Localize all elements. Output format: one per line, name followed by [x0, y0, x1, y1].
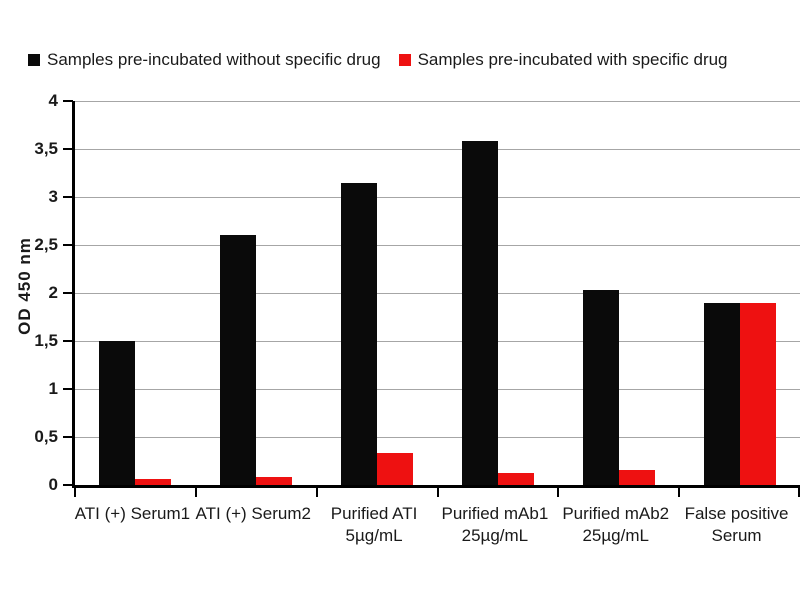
- bar-with-drug: [497, 472, 534, 485]
- legend-item-with-drug: Samples pre-incubated with specific drug: [398, 50, 728, 70]
- x-tick-mark: [798, 488, 800, 497]
- x-category-label-line: False positive: [684, 504, 789, 523]
- gridline: [75, 245, 800, 246]
- y-tick-mark: [63, 388, 73, 390]
- x-category-label-line: Purified mAb2: [562, 504, 670, 523]
- x-category-label-line: ATI (+) Serum2: [195, 504, 311, 523]
- plot-area: [63, 100, 800, 497]
- bar-without-drug: [582, 290, 619, 485]
- y-tick-label: 0: [48, 475, 58, 494]
- x-tick-mark: [436, 488, 439, 497]
- gridline: [75, 101, 800, 102]
- x-category-label-line: 25µg/mL: [582, 526, 649, 545]
- x-category-label: False positive Serum: [676, 503, 797, 547]
- y-tick-label: 1: [48, 379, 58, 398]
- y-tick-mark: [63, 484, 73, 486]
- x-tick-mark: [557, 488, 560, 497]
- x-tick-mark: [74, 488, 76, 497]
- x-category-label-line: 25µg/mL: [461, 526, 529, 545]
- bar-without-drug: [99, 341, 136, 485]
- y-tick-mark: [63, 436, 73, 438]
- legend-item-without-drug: Samples pre-incubated without specific d…: [28, 50, 381, 70]
- y-tick-mark: [63, 244, 73, 246]
- y-tick-label: 2: [48, 283, 58, 302]
- x-category-label: Purified mAb2 25µg/mL: [555, 503, 676, 547]
- gridline: [75, 389, 800, 390]
- bar-without-drug: [461, 141, 498, 485]
- bar-without-drug: [341, 182, 378, 485]
- y-tick-label: 4: [48, 91, 58, 110]
- x-tick-mark: [678, 488, 681, 497]
- y-tick-mark: [63, 292, 73, 294]
- x-category-label-line: Purified mAb1: [441, 504, 549, 523]
- y-tick-label: 1,5: [34, 331, 58, 350]
- x-category-label: ATI (+) Serum1: [72, 503, 193, 547]
- y-tick-label: 3: [48, 187, 58, 206]
- gridline: [75, 293, 800, 294]
- x-category-label-line: ATI (+) Serum1: [74, 504, 191, 523]
- y-tick-label: 0,5: [34, 427, 58, 446]
- bar-with-drug: [135, 479, 172, 485]
- y-tick-mark: [63, 340, 73, 342]
- black-series-swatch-icon: [28, 54, 40, 66]
- x-category-label: ATI (+) Serum2: [193, 503, 314, 547]
- x-category-label: Purified ATI 5µg/mL: [314, 503, 435, 547]
- y-axis-tick-labels: 0 0,5 1 1,5 2 2,5 3 3,5 4: [0, 91, 58, 494]
- y-tick-mark: [63, 148, 73, 150]
- red-series-swatch-icon: [398, 54, 411, 66]
- bar-with-drug: [739, 302, 776, 485]
- y-tick-label: 3,5: [34, 139, 58, 158]
- chart-legend: Samples pre-incubated without specific d…: [28, 50, 728, 70]
- gridline: [75, 437, 800, 438]
- x-tick-mark: [194, 488, 197, 497]
- y-tick-mark: [63, 196, 73, 198]
- y-tick-mark: [63, 100, 73, 102]
- bar-without-drug: [220, 235, 257, 485]
- x-category-label-line: Purified ATI: [330, 504, 418, 523]
- x-category-label-line: 5µg/mL: [345, 526, 403, 545]
- x-category-label-line: Serum: [711, 526, 762, 545]
- bar-with-drug: [377, 453, 414, 485]
- legend-label-without-drug: Samples pre-incubated without specific d…: [47, 50, 381, 69]
- legend-label-with-drug: Samples pre-incubated with specific drug: [417, 50, 728, 69]
- bar-without-drug: [703, 302, 740, 485]
- x-axis-category-labels: ATI (+) Serum1 ATI (+) Serum2 Purified ATI…: [72, 503, 797, 547]
- y-tick-label: 2,5: [34, 235, 58, 254]
- x-tick-mark: [315, 488, 318, 497]
- bar-with-drug: [256, 477, 293, 485]
- gridline: [75, 149, 800, 150]
- gridline: [75, 341, 800, 342]
- gridline: [75, 197, 800, 198]
- x-category-label: Purified mAb1 25µg/mL: [434, 503, 555, 547]
- bar-with-drug: [618, 469, 655, 485]
